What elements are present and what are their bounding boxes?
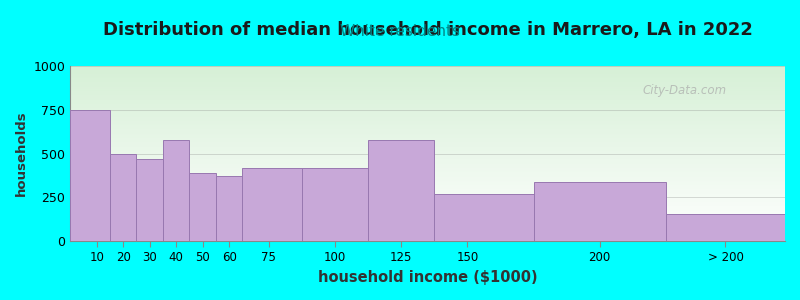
Y-axis label: households: households — [15, 111, 28, 196]
Bar — [163, 140, 190, 241]
Text: City-Data.com: City-Data.com — [642, 83, 726, 97]
Bar — [434, 194, 534, 241]
Bar — [302, 168, 368, 241]
Text: White residents: White residents — [340, 24, 460, 39]
Bar — [70, 110, 110, 241]
Bar — [190, 173, 216, 241]
Title: Distribution of median household income in Marrero, LA in 2022: Distribution of median household income … — [102, 21, 753, 39]
Bar — [534, 182, 666, 241]
X-axis label: household income ($1000): household income ($1000) — [318, 270, 538, 285]
Bar — [368, 140, 434, 241]
Bar — [216, 176, 242, 241]
Bar — [137, 159, 163, 241]
Bar — [242, 167, 302, 241]
Bar — [110, 154, 137, 241]
Bar — [666, 214, 785, 241]
